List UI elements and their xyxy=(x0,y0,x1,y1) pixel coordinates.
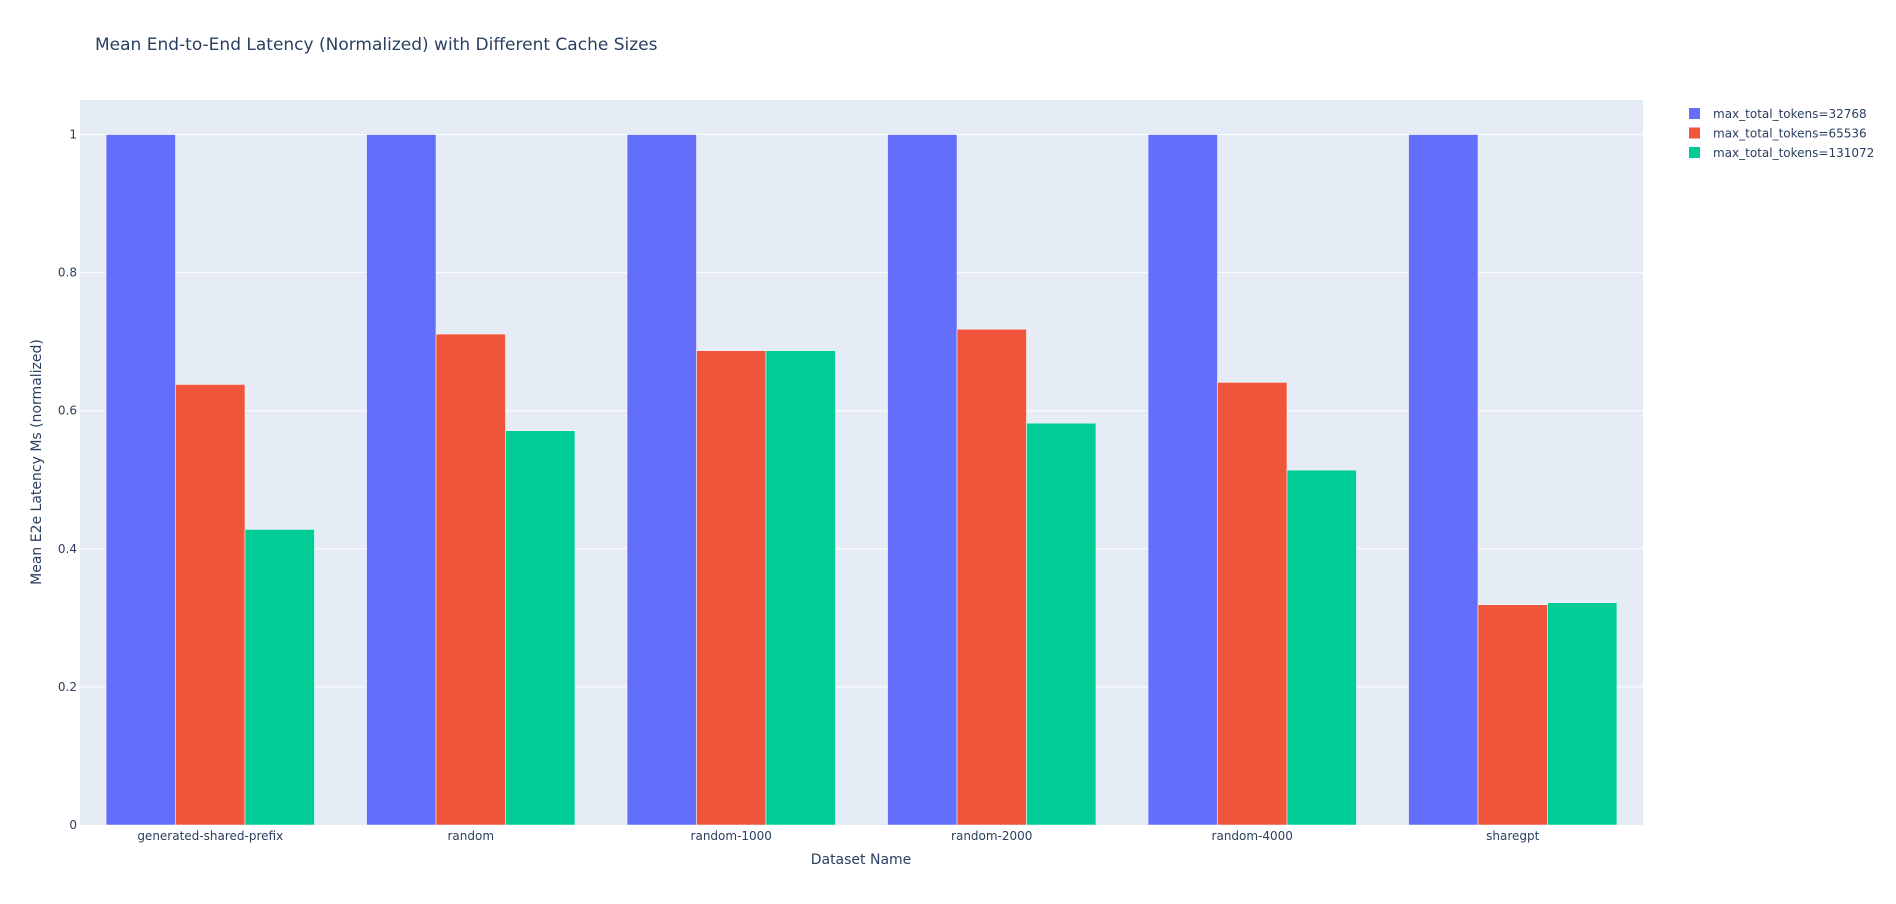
bar-generated-shared-prefix-series-1[interactable] xyxy=(175,384,246,826)
y-tick-label: 0.8 xyxy=(58,266,77,280)
legend-item[interactable]: max_total_tokens=131072 xyxy=(1689,146,1874,160)
bar-random-2000-series-0[interactable] xyxy=(887,134,958,826)
y-axis-ticks: 0 0.2 0.4 0.6 0.8 1 xyxy=(58,128,77,832)
bar-sharegpt-series-1[interactable] xyxy=(1477,604,1548,826)
bar-random-2000-series-2[interactable] xyxy=(1026,422,1097,826)
legend-item[interactable]: max_total_tokens=32768 xyxy=(1689,107,1867,121)
y-tick-label: 1 xyxy=(69,128,77,142)
x-tick-label: random-4000 xyxy=(1212,829,1293,843)
bar-sharegpt-series-2[interactable] xyxy=(1547,602,1618,826)
x-axis-ticks: generated-shared-prefix random random-1000… xyxy=(137,829,1539,843)
y-tick-label: 0.4 xyxy=(58,542,77,556)
bar-random-4000-series-2[interactable] xyxy=(1286,469,1357,826)
y-tick-label: 0.6 xyxy=(58,404,77,418)
chart-title: Mean End-to-End Latency (Normalized) wit… xyxy=(95,35,658,55)
bar-random-series-0[interactable] xyxy=(366,134,437,826)
grid-lines xyxy=(80,134,1643,688)
bar-random-4000-series-0[interactable] xyxy=(1147,134,1218,826)
x-tick-label: random-2000 xyxy=(951,829,1032,843)
legend-swatch xyxy=(1689,127,1700,139)
bar-random-series-2[interactable] xyxy=(505,430,576,826)
legend-swatch xyxy=(1689,147,1700,158)
bar-random-series-1[interactable] xyxy=(435,333,506,826)
legend-label: max_total_tokens=32768 xyxy=(1713,107,1867,121)
x-tick-label: sharegpt xyxy=(1486,829,1539,843)
y-tick-label: 0 xyxy=(69,818,77,832)
bar-random-1000-series-2[interactable] xyxy=(765,350,836,826)
x-tick-label: generated-shared-prefix xyxy=(137,829,283,843)
bars xyxy=(105,134,1618,826)
legend-swatch xyxy=(1689,108,1700,119)
x-tick-label: random xyxy=(447,829,494,843)
bar-random-1000-series-1[interactable] xyxy=(696,350,767,826)
y-tick-label: 0.2 xyxy=(58,680,77,694)
legend-label: max_total_tokens=131072 xyxy=(1713,146,1874,160)
legend-label: max_total_tokens=65536 xyxy=(1713,127,1867,141)
bar-sharegpt-series-0[interactable] xyxy=(1408,134,1479,826)
legend[interactable]: max_total_tokens=32768 max_total_tokens=6… xyxy=(1689,107,1874,160)
y-axis-title: Mean E2e Latency Ms (normalized) xyxy=(29,339,45,585)
bar-random-1000-series-0[interactable] xyxy=(626,134,697,826)
bar-generated-shared-prefix-series-0[interactable] xyxy=(105,134,176,826)
x-axis-title: Dataset Name xyxy=(811,852,912,868)
bar-generated-shared-prefix-series-2[interactable] xyxy=(244,529,315,826)
x-tick-label: random-1000 xyxy=(691,829,772,843)
bar-random-2000-series-1[interactable] xyxy=(956,328,1027,826)
legend-item[interactable]: max_total_tokens=65536 xyxy=(1689,127,1867,141)
bar-random-4000-series-1[interactable] xyxy=(1217,382,1288,826)
plot-area xyxy=(80,100,1643,825)
